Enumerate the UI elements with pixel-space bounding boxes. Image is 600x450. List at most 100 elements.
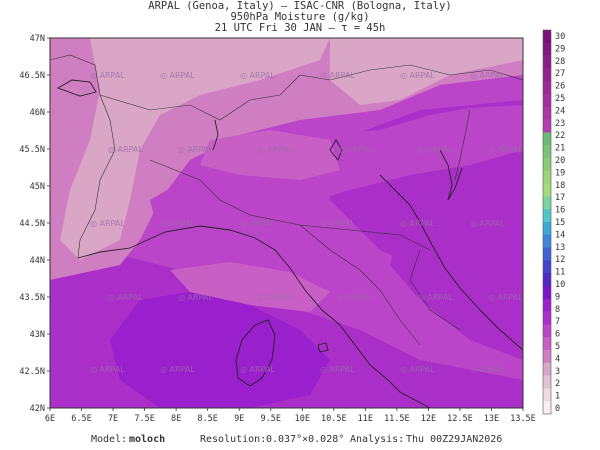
colorbar-label: 7 bbox=[555, 317, 560, 327]
footer-analysis-label: Analysis: bbox=[350, 434, 405, 445]
colorbar-swatch bbox=[543, 68, 551, 82]
colorbar-label: 9 bbox=[555, 292, 560, 302]
colorbar-label: 4 bbox=[555, 354, 560, 364]
colorbar-label: 19 bbox=[555, 168, 565, 178]
colorbar-label: 29 bbox=[555, 44, 565, 54]
watermark-arpal: ◎ ARPAL bbox=[258, 293, 293, 302]
colorbar-swatch bbox=[543, 222, 551, 236]
watermark-arpal: ◎ ARPAL bbox=[418, 293, 453, 302]
header-time-line: 21 UTC Fri 30 JAN — τ = 45h bbox=[214, 22, 386, 34]
latitude-axis: 47N 46.5N 46N 45.5N 45N 44.5N 44N 43.5N 43N 42.5N… bbox=[19, 34, 50, 414]
colorbar-border bbox=[542, 29, 552, 415]
colorbar-swatch bbox=[543, 260, 551, 274]
field-tyrrhenian bbox=[110, 290, 330, 408]
lat-tick-label: 44.5N bbox=[19, 219, 45, 229]
border-region-tuscany bbox=[299, 224, 421, 346]
colorbar-swatch bbox=[543, 81, 551, 95]
footer: Model: moloch Resolution: 0.037°×0.028° … bbox=[0, 434, 600, 448]
border-italy-austria bbox=[329, 64, 523, 81]
lon-tick-label: 13.5E bbox=[510, 414, 536, 424]
watermark-arpal: ◎ ARPAL bbox=[90, 71, 125, 80]
colorbar-swatch bbox=[543, 298, 551, 312]
border-italy-slovenia bbox=[454, 109, 471, 181]
watermark-arpal: ◎ ARPAL bbox=[338, 293, 373, 302]
field-north-dry bbox=[330, 38, 523, 105]
lon-tick-label: 10.5E bbox=[321, 414, 347, 424]
watermark-arpal: ◎ ARPAL bbox=[108, 293, 143, 302]
footer-analysis-value: Thu 00Z29JAN2026 bbox=[406, 434, 503, 445]
border-region-marche bbox=[409, 249, 461, 331]
colorbar-swatch bbox=[543, 132, 551, 146]
watermark-arpal: ◎ ARPAL bbox=[240, 365, 275, 374]
border-region-emilia bbox=[249, 214, 431, 251]
watermark-arpal: ◎ ARPAL bbox=[160, 365, 195, 374]
longitude-axis: 6E 6.5E 7E 7.5E 8E 8.5E 9E 9.5E 10E 10.5E 11E 11.5E… bbox=[45, 408, 536, 424]
map-figure: ◎ ARPAL ◎ ARPAL ◎ ARPAL ◎ ARPAL ◎ ARPAL ◎ ARP… bbox=[19, 29, 565, 424]
lat-tick-label: 45.5N bbox=[19, 145, 45, 155]
colorbar-swatch bbox=[543, 158, 551, 172]
coastline-adriatic bbox=[379, 174, 523, 351]
watermark-arpal: ◎ ARPAL bbox=[488, 293, 523, 302]
colorbar-swatch bbox=[543, 401, 551, 415]
watermark-arpal: ◎ ARPAL bbox=[160, 219, 195, 228]
lon-tick-label: 7.5E bbox=[134, 414, 154, 424]
watermark-arpal: ◎ ARPAL bbox=[320, 71, 355, 80]
colorbar-swatch bbox=[543, 286, 551, 300]
borders bbox=[50, 54, 523, 346]
lon-tick-label: 6.5E bbox=[71, 414, 91, 424]
colorbar-swatch bbox=[543, 337, 551, 351]
watermark-arpal: ◎ ARPAL bbox=[178, 293, 213, 302]
coastline-ligurian bbox=[77, 225, 341, 326]
field-northwest-dry bbox=[60, 38, 330, 260]
lon-tick-label: 10E bbox=[295, 414, 310, 424]
coastline-tuscany bbox=[339, 324, 431, 408]
colorbar-label: 13 bbox=[555, 243, 565, 253]
lon-tick-label: 9E bbox=[234, 414, 244, 424]
watermark-arpal: ◎ ARPAL bbox=[90, 219, 125, 228]
colorbar: 3029282726252423222120191817161514131211… bbox=[542, 29, 565, 415]
colorbar-label: 12 bbox=[555, 255, 565, 265]
colorbar-swatch bbox=[543, 311, 551, 325]
colorbar-swatch bbox=[543, 234, 551, 248]
lon-tick-label: 8.5E bbox=[197, 414, 217, 424]
colorbar-label: 5 bbox=[555, 342, 560, 352]
colorbar-swatch bbox=[543, 145, 551, 159]
lat-tick-label: 46.5N bbox=[19, 71, 45, 81]
colorbar-label: 21 bbox=[555, 144, 565, 154]
colorbar-label: 18 bbox=[555, 181, 565, 191]
watermark-arpal: ◎ ARPAL bbox=[400, 71, 435, 80]
lon-tick-label: 12.5E bbox=[447, 414, 473, 424]
watermark-arpal: ◎ ARPAL bbox=[160, 71, 195, 80]
border-france-italy bbox=[77, 149, 116, 259]
lat-tick-label: 43N bbox=[30, 330, 45, 340]
colorbar-swatch bbox=[543, 106, 551, 120]
watermark-arpal: ◎ ARPAL bbox=[400, 219, 435, 228]
colorbar-swatch bbox=[543, 209, 551, 223]
colorbar-swatch bbox=[543, 55, 551, 69]
colorbar-label: 10 bbox=[555, 280, 565, 290]
watermark-arpal: ◎ ARPAL bbox=[470, 71, 505, 80]
coastline-lake-garda bbox=[329, 139, 343, 161]
watermark-arpal: ◎ ARPAL bbox=[178, 145, 213, 154]
watermark-arpal: ◎ ARPAL bbox=[108, 145, 143, 154]
field-po-valley bbox=[200, 130, 340, 180]
colorbar-label: 23 bbox=[555, 119, 565, 129]
lat-tick-label: 46N bbox=[30, 108, 45, 118]
coastline-lake-maggiore bbox=[212, 119, 219, 151]
colorbar-label: 2 bbox=[555, 379, 560, 389]
watermark-arpal: ◎ ARPAL bbox=[258, 145, 293, 154]
colorbar-swatch bbox=[543, 30, 551, 44]
colorbar-label: 20 bbox=[555, 156, 565, 166]
lon-tick-label: 11E bbox=[358, 414, 373, 424]
border-france-switzerland bbox=[50, 54, 116, 151]
colorbar-swatch bbox=[543, 119, 551, 133]
border-region-piemonte bbox=[149, 159, 251, 216]
lon-tick-label: 9.5E bbox=[260, 414, 280, 424]
lon-tick-label: 7E bbox=[108, 414, 118, 424]
lat-tick-label: 43.5N bbox=[19, 293, 45, 303]
footer-model-label: Model: bbox=[91, 434, 128, 445]
colorbar-label: 15 bbox=[555, 218, 565, 228]
coastline-lake-geneva bbox=[56, 79, 97, 97]
footer-resolution-label: Resolution: bbox=[200, 434, 267, 445]
header-source-line: ARPAL (Genoa, Italy) — ISAC-CNR (Bologna… bbox=[148, 0, 452, 12]
